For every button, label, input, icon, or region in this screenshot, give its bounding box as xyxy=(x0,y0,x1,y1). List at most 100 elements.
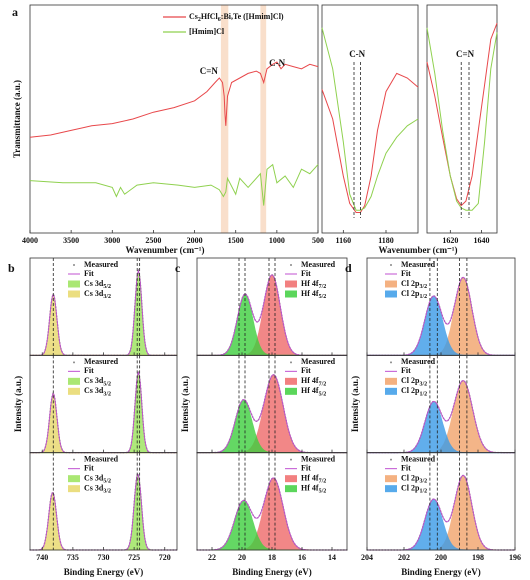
legend-label: Cs 3d3/2 xyxy=(84,289,111,301)
x-tick-label: 1620 xyxy=(442,236,458,245)
legend-marker xyxy=(73,264,75,266)
legend-label: Fit xyxy=(84,269,94,278)
legend-label: Hf 4f5/2 xyxy=(301,289,326,301)
legend-label: Fit xyxy=(401,366,411,375)
x-axis-title: Wavenumber (cm⁻¹) xyxy=(378,245,457,255)
legend-label: Measured xyxy=(301,357,336,366)
panel-label: d xyxy=(345,261,352,275)
band xyxy=(260,5,267,233)
legend-swatch xyxy=(285,387,297,395)
legend-label: Cl 2p3/2 xyxy=(401,376,427,388)
legend-label: Cl 2p1/2 xyxy=(401,386,427,398)
y-axis-title: Intensity (a.u.) xyxy=(350,376,360,432)
y-axis-title: Intensity (a.u.) xyxy=(13,376,23,432)
legend-swatch xyxy=(285,485,297,493)
legend-marker xyxy=(73,361,75,364)
legend-label: Cl 2p3/2 xyxy=(401,473,427,485)
x-axis-title: Binding Energy (eV) xyxy=(232,567,312,577)
peak xyxy=(29,293,178,356)
panel-label: a xyxy=(12,5,18,19)
spectrum-line xyxy=(321,27,419,211)
annotation: C=N xyxy=(456,49,475,59)
x-tick-label: 22 xyxy=(208,553,216,562)
legend-swatch xyxy=(385,377,397,385)
annotation: C-N xyxy=(349,49,365,59)
legend-marker xyxy=(73,458,75,461)
legend-swatch xyxy=(385,280,397,288)
x-tick-label: 1180 xyxy=(378,236,394,245)
y-axis-title: Transmittance (a.u.) xyxy=(12,80,22,158)
legend-swatch xyxy=(68,290,80,298)
x-tick-label: 3000 xyxy=(104,236,120,245)
y-axis-title: Intensity (a.u.) xyxy=(180,376,190,432)
legend-marker xyxy=(390,458,392,461)
x-tick-label: 1000 xyxy=(269,236,285,245)
legend-label: Hf 4f7/2 xyxy=(301,279,326,291)
legend-swatch xyxy=(68,387,80,395)
legend-swatch xyxy=(285,280,297,288)
x-tick-label: 1160 xyxy=(336,236,352,245)
legend-label: Cs 3d5/2 xyxy=(84,376,111,388)
legend-label: Measured xyxy=(401,260,436,269)
x-tick-label: 20 xyxy=(238,553,246,562)
legend-marker xyxy=(290,264,292,266)
x-tick-label: 2500 xyxy=(145,236,161,245)
x-tick-label: 198 xyxy=(472,553,484,562)
legend-swatch xyxy=(285,377,297,385)
legend-label: Measured xyxy=(401,357,436,366)
legend-label: Measured xyxy=(84,454,119,463)
plot-frame xyxy=(426,4,498,234)
legend-label: Cs 3d3/2 xyxy=(84,483,111,495)
legend-swatch xyxy=(385,387,397,395)
spectrum-line xyxy=(426,27,498,211)
annotation: C=N xyxy=(200,66,219,76)
legend-label: Fit xyxy=(84,366,94,375)
legend-label: Fit xyxy=(84,463,94,472)
legend-label: Hf 4f5/2 xyxy=(301,483,326,495)
legend-label: Measured xyxy=(84,357,119,366)
legend-label: [Hmim]Cl xyxy=(189,27,225,36)
legend-label: Fit xyxy=(301,463,311,472)
legend-label: Cl 2p1/2 xyxy=(401,289,427,301)
plot-frame xyxy=(29,4,319,234)
x-tick-label: 500 xyxy=(312,236,324,245)
legend-swatch xyxy=(285,290,297,298)
legend-marker xyxy=(390,361,392,364)
x-tick-label: 4000 xyxy=(22,236,38,245)
legend-label: Measured xyxy=(301,260,336,269)
x-tick-label: 14 xyxy=(328,553,336,562)
legend-swatch xyxy=(68,485,80,493)
x-tick-label: 204 xyxy=(361,553,373,562)
panel-label: c xyxy=(175,261,181,275)
band xyxy=(220,5,229,233)
x-tick-label: 200 xyxy=(435,553,447,562)
legend-label: Hf 4f7/2 xyxy=(301,473,326,485)
legend-label: Cl 2p1/2 xyxy=(401,483,427,495)
legend-label: Cs 3d5/2 xyxy=(84,473,111,485)
legend-swatch xyxy=(68,280,80,288)
legend-label: Cl 2p3/2 xyxy=(401,279,427,291)
legend-label: Fit xyxy=(301,366,311,375)
peak xyxy=(366,295,516,356)
annotation: C-N xyxy=(269,58,285,68)
legend-label: Cs 3d5/2 xyxy=(84,279,111,291)
x-tick-label: 1500 xyxy=(228,236,244,245)
x-tick-label: 2000 xyxy=(187,236,203,245)
peak xyxy=(29,392,178,454)
legend-label: Measured xyxy=(84,260,119,269)
x-axis-title: Binding Energy (eV) xyxy=(64,567,144,577)
legend-marker xyxy=(390,264,392,266)
legend-label: Fit xyxy=(401,269,411,278)
legend-marker xyxy=(290,458,292,461)
panel-label: b xyxy=(8,261,15,275)
legend-marker xyxy=(290,361,292,364)
legend-label: Fit xyxy=(301,269,311,278)
legend-swatch xyxy=(68,475,80,483)
peak xyxy=(367,498,515,551)
legend-label: Hf 4f5/2 xyxy=(301,386,326,398)
legend-label: Hf 4f7/2 xyxy=(301,376,326,388)
x-tick-label: 202 xyxy=(398,553,410,562)
x-tick-label: 16 xyxy=(298,553,306,562)
spectrum-line xyxy=(321,72,419,213)
